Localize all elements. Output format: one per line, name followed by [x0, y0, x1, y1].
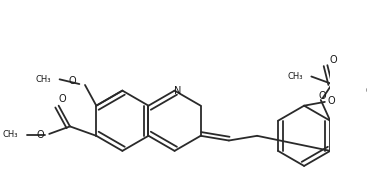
Text: CH₃: CH₃ [36, 75, 51, 84]
Text: O: O [59, 94, 66, 104]
Text: O: O [329, 55, 337, 65]
Text: O: O [37, 130, 44, 140]
Text: N: N [174, 86, 181, 96]
Text: CH₃: CH₃ [287, 72, 303, 81]
Text: O: O [365, 86, 367, 96]
Text: O: O [328, 96, 335, 106]
Text: CH₃: CH₃ [3, 130, 18, 139]
Text: O: O [319, 91, 327, 101]
Text: O: O [69, 76, 77, 86]
